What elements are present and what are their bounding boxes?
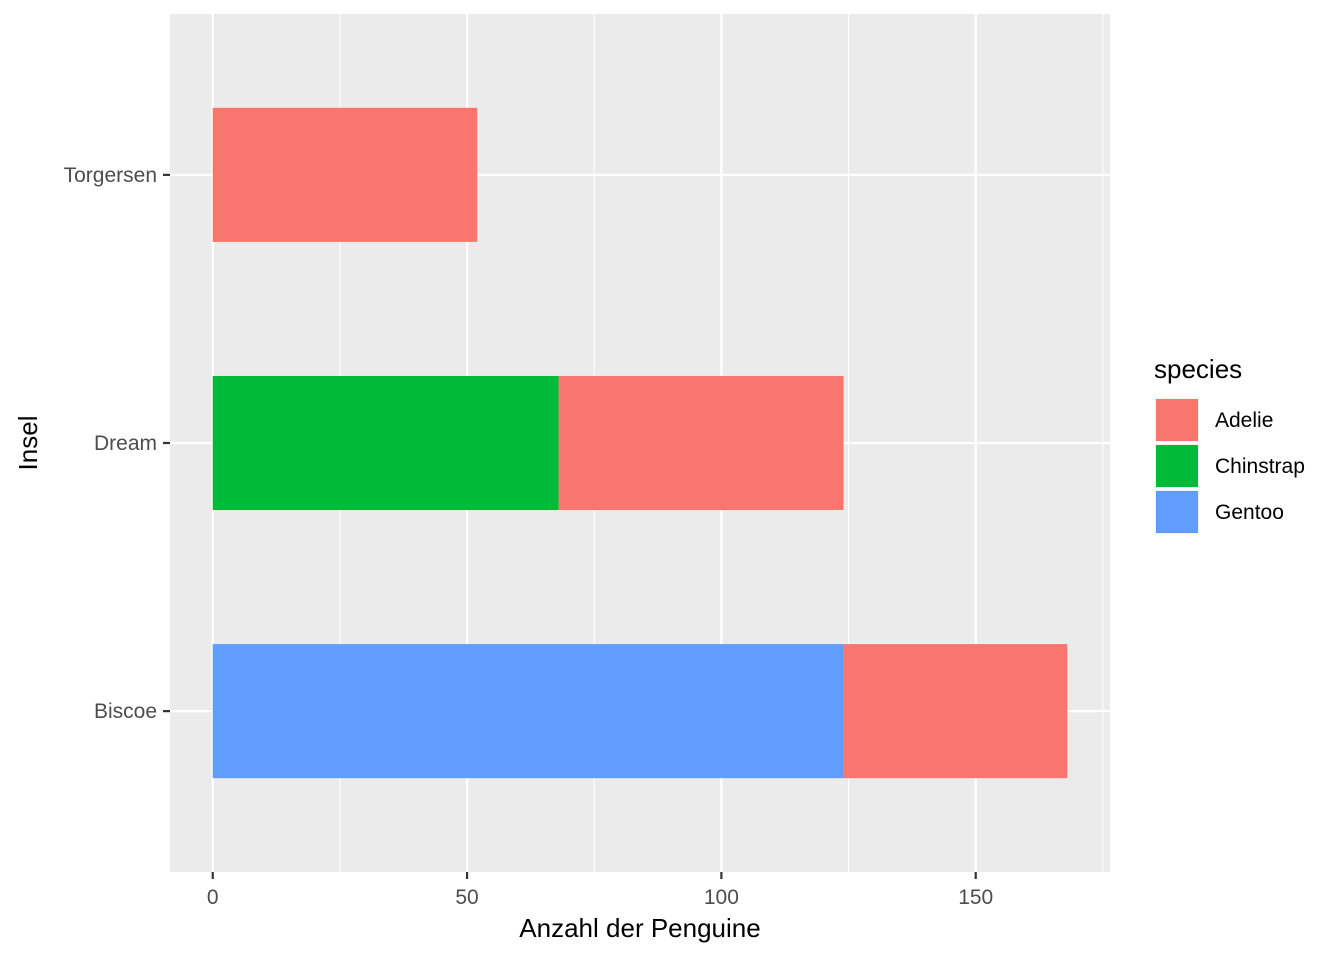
legend-swatch-gentoo: [1156, 491, 1198, 533]
x-axis: 0 50 100 150: [207, 872, 993, 909]
bar-biscoe-gentoo: [212, 644, 844, 779]
y-tick-label: Dream: [94, 432, 157, 455]
x-tick-label: 100: [704, 886, 739, 909]
y-tick-label: Biscoe: [94, 700, 157, 723]
legend-swatch-adelie: [1156, 399, 1198, 441]
legend-label-adelie: Adelie: [1215, 409, 1273, 432]
y-tick-label: Torgersen: [64, 164, 157, 187]
legend-title: species: [1154, 354, 1242, 384]
bar-torgersen-adelie: [212, 107, 478, 242]
x-tick-label: 50: [455, 886, 478, 909]
x-axis-title: Anzahl der Penguine: [519, 913, 760, 943]
y-axis-title: Insel: [13, 416, 43, 471]
bar-dream-adelie: [558, 375, 844, 511]
bars: [212, 107, 1068, 779]
y-axis: Biscoe Dream Torgersen: [64, 164, 170, 723]
legend: species Adelie Chinstrap Gentoo: [1154, 354, 1305, 534]
legend-label-chinstrap: Chinstrap: [1215, 455, 1305, 478]
x-tick-label: 0: [207, 886, 219, 909]
x-tick-label: 150: [958, 886, 993, 909]
legend-swatch-chinstrap: [1156, 445, 1198, 487]
bar-dream-chinstrap: [212, 375, 559, 511]
bar-biscoe-adelie: [843, 644, 1068, 779]
legend-label-gentoo: Gentoo: [1215, 501, 1284, 524]
